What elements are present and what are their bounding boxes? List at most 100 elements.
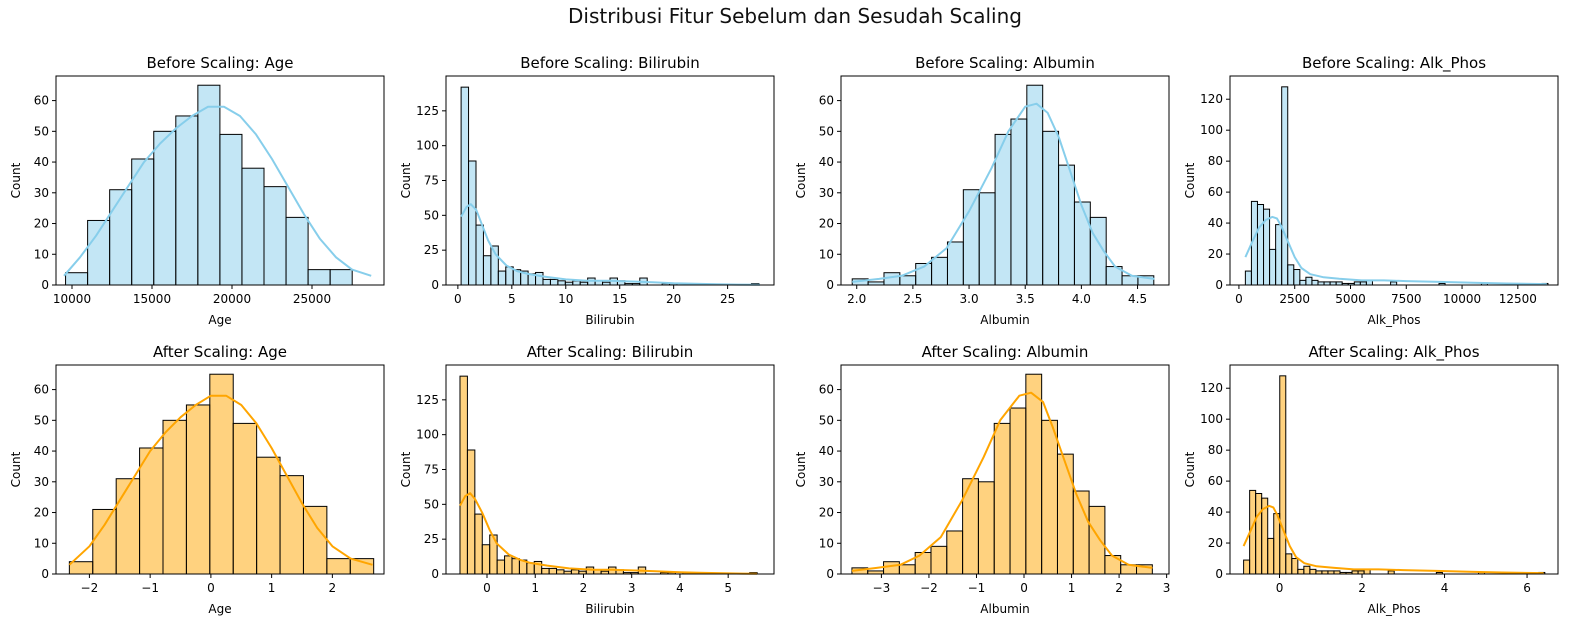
y-tick-label: 60 [819,94,834,108]
histogram-bar [570,569,580,575]
y-tick-label: 40 [34,155,49,169]
histogram-bar [1267,537,1275,575]
histogram-bar [497,270,507,286]
histogram-bar [1025,373,1043,575]
x-tick-label: 25 [720,292,735,306]
histogram-bar [460,86,470,286]
histogram-bar [978,192,996,286]
y-tick-label: 80 [1208,443,1223,457]
histogram-bar [542,278,551,286]
x-tick-label: 0 [1020,581,1028,595]
histogram-bar [68,561,94,575]
histogram-bar [946,241,964,286]
histogram-bar [1303,565,1311,575]
histogram-bar [219,133,243,286]
x-tick-label: 15 [612,292,627,306]
histogram-bar [466,449,476,575]
histogram-bar [1026,84,1044,286]
y-axis-label: Count [794,451,808,487]
y-tick-label: 0 [41,567,49,581]
x-tick-label: 2 [1358,581,1366,595]
histogram-bar [285,216,309,286]
y-tick-label: 0 [431,567,439,581]
y-tick-label: 50 [34,124,49,138]
x-axis-label: Albumin [980,313,1029,327]
histogram-bar [482,255,492,286]
histogram-bar [209,373,234,575]
subplot-title: Before Scaling: Age [147,54,294,72]
x-tick-label: 4.0 [1072,292,1091,306]
histogram-bar [1073,201,1091,286]
histogram-bar [197,84,221,286]
x-tick-label: 7500 [1391,292,1422,306]
y-tick-label: 50 [424,208,439,222]
histogram-bar [162,419,187,575]
histogram-bar [1058,164,1075,286]
y-tick-label: 0 [431,278,439,292]
y-tick-label: 20 [34,506,49,520]
histogram-bar [1305,276,1313,286]
histogram-bar [1042,130,1060,286]
histogram-bar [263,186,287,286]
histogram-bar [65,272,89,286]
y-tick-label: 20 [1208,536,1223,550]
y-tick-label: 120 [1200,92,1223,106]
histogram-bar [557,280,566,286]
kde-line [851,391,1153,572]
histogram-bar [1287,264,1295,286]
y-tick-label: 100 [1200,412,1223,426]
histogram-bar [511,558,520,575]
subplot-title: Before Scaling: Alk_Phos [1302,54,1486,73]
y-tick-label: 40 [819,155,834,169]
x-axis-label: Bilirubin [585,602,634,616]
x-tick-label: 0 [207,581,215,595]
histogram-bar [139,447,164,575]
y-tick-label: 75 [424,174,439,188]
histogram-bar [977,481,995,575]
x-tick-label: 10000 [1443,292,1481,306]
histogram-bar [329,269,353,286]
figure-title: Distribusi Fitur Sebelum dan Sesudah Sca… [568,4,1022,28]
y-tick-label: 100 [416,139,439,153]
axes-frame [1229,364,1559,575]
histogram-bar [326,558,351,575]
y-tick-label: 0 [1215,278,1223,292]
x-tick-label: 20000 [213,292,251,306]
x-tick-label: 2500 [1279,292,1310,306]
histogram-bar [1281,86,1289,286]
histogram-bar [175,115,199,286]
y-tick-label: 30 [819,186,834,200]
y-tick-label: 40 [819,444,834,458]
y-tick-label: 30 [34,186,49,200]
y-tick-label: 60 [1208,185,1223,199]
y-tick-label: 30 [819,475,834,489]
subplot-title: After Scaling: Age [153,343,287,361]
kde-line [63,105,372,277]
x-tick-label: 1 [1068,581,1076,595]
histogram-bar [548,567,558,575]
x-axis-label: Age [208,602,231,616]
x-tick-label: 2 [1115,581,1123,595]
histogram-bar [1275,224,1283,286]
y-tick-label: 40 [34,444,49,458]
histogram-bar [541,567,550,575]
histogram-bar [1009,407,1027,575]
x-tick-label: 25000 [293,292,331,306]
y-tick-label: 0 [1215,567,1223,581]
x-tick-label: 10 [558,292,573,306]
histogram-bar [256,456,281,575]
x-tick-label: 1 [531,581,539,595]
x-axis-label: Alk_Phos [1368,602,1421,616]
x-tick-label: 2 [580,581,588,595]
x-tick-label: 4 [1441,581,1449,595]
x-tick-label: −2 [81,581,99,595]
x-axis-label: Age [208,313,231,327]
histogram-bar [153,130,177,286]
histogram-bar [898,564,916,575]
histogram-bar [475,224,484,286]
y-tick-label: 100 [416,428,439,442]
histogram-bar [92,508,117,575]
histogram-bar [883,561,900,575]
